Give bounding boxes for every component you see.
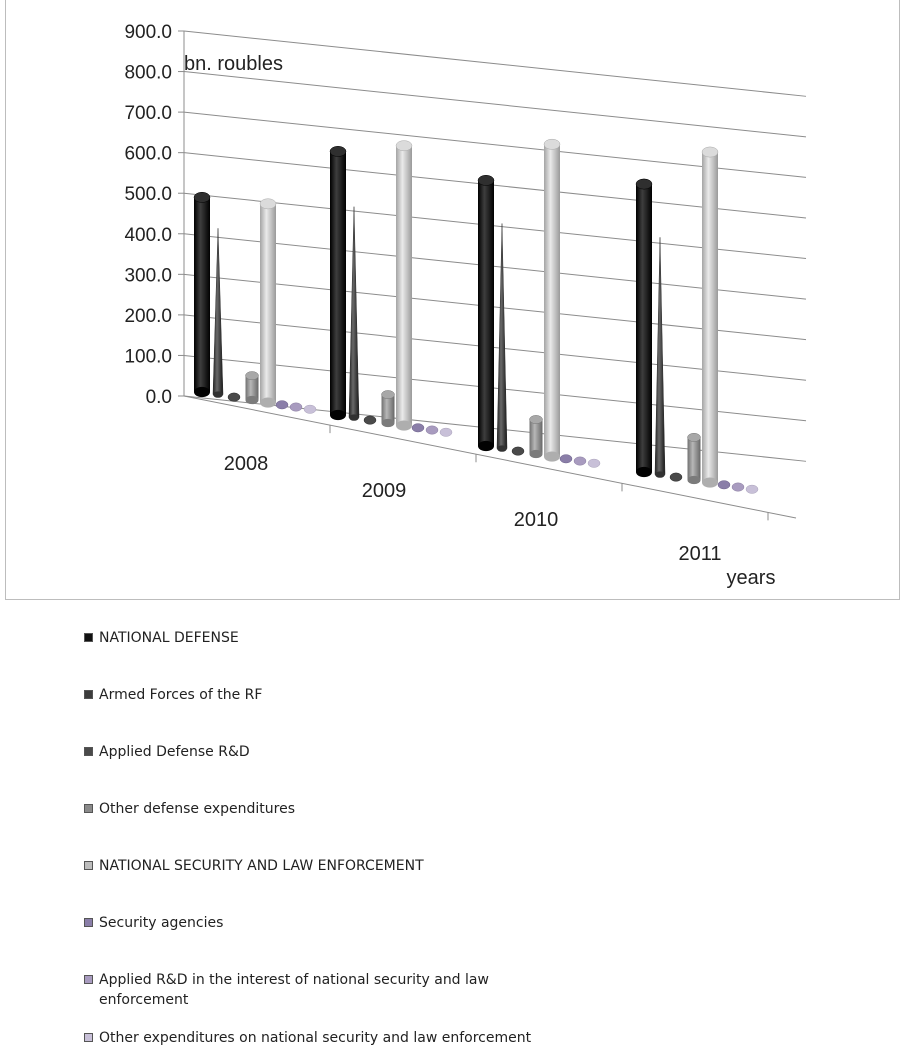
legend-swatch	[84, 690, 93, 699]
bar	[654, 237, 666, 478]
x-axis-label: years	[727, 567, 776, 589]
unit-label: bn. roubles	[184, 53, 283, 75]
bar	[212, 228, 224, 398]
legend-label: NATIONAL DEFENSE	[99, 630, 239, 646]
gridline	[183, 30, 807, 97]
bar	[477, 174, 495, 452]
bar	[303, 404, 317, 414]
bar	[381, 390, 395, 428]
bar	[635, 178, 653, 478]
bar	[329, 146, 347, 421]
y-tick-label: 300.0	[124, 265, 172, 286]
bar	[745, 484, 759, 494]
bar	[573, 456, 587, 466]
legend-label: Armed Forces of the RF	[99, 687, 263, 703]
x-category-label: 2009	[362, 480, 407, 502]
y-tick-label: 800.0	[124, 63, 172, 84]
legend-label: Security agencies	[99, 915, 224, 931]
bar	[425, 425, 439, 435]
bar	[395, 140, 413, 431]
y-tick-label: 100.0	[124, 346, 172, 367]
bar	[587, 458, 601, 468]
chart-plot: 0.0 100.0 200.0 300.0 400.0 500.0 600.0 700.0 80…	[124, 22, 807, 589]
legend-swatch	[84, 633, 93, 642]
bar	[511, 446, 525, 456]
bar	[289, 402, 303, 412]
bar	[227, 392, 241, 402]
bar	[687, 433, 701, 485]
bar	[259, 198, 277, 408]
y-tick-label: 400.0	[124, 225, 172, 246]
x-category-label: 2010	[514, 509, 559, 531]
legend-swatch	[84, 861, 93, 870]
bar	[245, 371, 259, 405]
legend-item: Applied R&D in the interest of national …	[84, 970, 539, 1010]
gridline	[183, 71, 807, 138]
bar	[543, 138, 561, 462]
y-tick-label: 500.0	[124, 184, 172, 205]
y-tick-label: 200.0	[124, 306, 172, 327]
legend-item: NATIONAL SECURITY AND LAW ENFORCEMENT	[84, 856, 424, 876]
x-axis-line	[183, 395, 797, 519]
bar	[348, 206, 360, 421]
bar	[363, 415, 377, 425]
bar	[529, 415, 543, 459]
legend-item: NATIONAL DEFENSE	[84, 628, 239, 648]
legend-swatch	[84, 1033, 93, 1042]
bar	[411, 423, 425, 433]
legend-label: Other defense expenditures	[99, 801, 295, 817]
x-category-label: 2011	[678, 543, 721, 565]
legend-label: Applied Defense R&D	[99, 744, 250, 760]
x-category-label: 2008	[224, 453, 269, 475]
legend-swatch	[84, 804, 93, 813]
legend-label: Other expenditures on national security …	[99, 1030, 532, 1046]
y-tick-label: 600.0	[124, 144, 172, 165]
bar	[731, 482, 745, 492]
legend-label: Applied R&D in the interest of national …	[99, 972, 489, 1008]
bar	[275, 400, 289, 410]
bar	[439, 427, 453, 437]
chart-frame: 0.0 100.0 200.0 300.0 400.0 500.0 600.0 700.0 80…	[5, 0, 900, 600]
legend-swatch	[84, 918, 93, 927]
legend-item: Other defense expenditures	[84, 799, 295, 819]
bar	[701, 146, 719, 488]
bar	[559, 454, 573, 464]
legend-swatch	[84, 975, 93, 984]
bar	[193, 191, 211, 398]
legend-item: Applied Defense R&D	[84, 742, 250, 762]
legend-item: Security agencies	[84, 913, 223, 933]
y-tick-label: 700.0	[124, 103, 172, 124]
legend-swatch	[84, 747, 93, 756]
bar	[496, 223, 508, 452]
legend-label: NATIONAL SECURITY AND LAW ENFORCEMENT	[99, 858, 424, 874]
y-tick-label: 0.0	[146, 387, 172, 408]
bar	[717, 480, 731, 490]
bar	[669, 472, 683, 482]
legend-item: Other expenditures on national security …	[84, 1028, 531, 1048]
legend-item: Armed Forces of the RF	[84, 685, 262, 705]
y-tick-label: 900.0	[124, 22, 172, 43]
